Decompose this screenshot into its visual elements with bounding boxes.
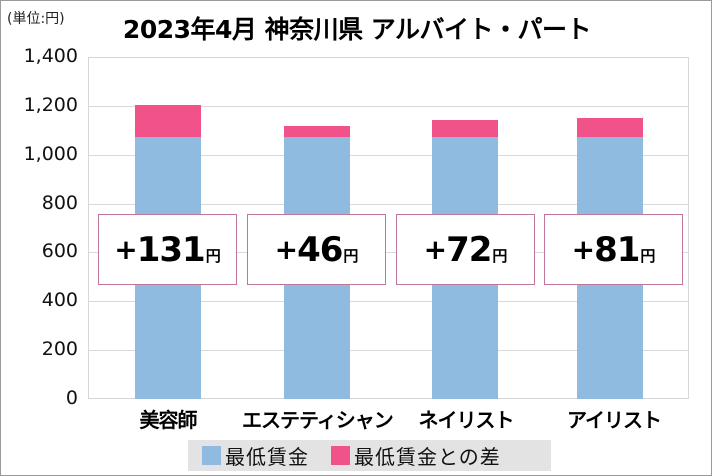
diff-label-box: +81 円: [544, 214, 683, 285]
y-tick-label: 0: [65, 387, 78, 409]
gridline: [88, 252, 689, 253]
plus-sign: +: [571, 233, 595, 266]
plot-area: [88, 57, 689, 399]
plus-sign: +: [114, 233, 137, 266]
legend-label: 最低賃金: [225, 445, 309, 469]
legend-item-min-wage: 最低賃金: [202, 441, 309, 470]
bar-segment-diff: [135, 105, 201, 138]
legend: 最低賃金 最低賃金との差: [188, 440, 551, 471]
chart-title: 2023年4月 神奈川県 アルバイト・パート: [122, 15, 592, 44]
y-tick-label: 1,000: [23, 143, 78, 165]
diff-value: 81: [594, 229, 640, 270]
bar-segment-diff: [577, 117, 643, 138]
x-category-label: 美容師: [139, 408, 198, 432]
x-category-label: エステティシャン: [242, 408, 394, 432]
diff-label-box: +72 円: [396, 214, 535, 285]
diff-label-box: +46 円: [247, 214, 386, 285]
gridline: [88, 106, 689, 107]
y-tick-label: 1,400: [23, 45, 78, 67]
y-tick-label: 1,200: [23, 94, 78, 116]
y-tick-label: 800: [41, 192, 78, 214]
y-tick-label: 600: [41, 240, 78, 262]
diff-value: 131: [136, 229, 206, 270]
legend-item-diff: 最低賃金との差: [331, 441, 501, 470]
gridline: [88, 155, 689, 156]
legend-swatch-pink: [331, 446, 350, 465]
gridline: [88, 350, 689, 351]
y-tick-label: 400: [41, 289, 78, 311]
bar-segment-diff: [284, 126, 350, 138]
unit-label: (単位:円): [7, 11, 65, 27]
plus-sign: +: [423, 233, 447, 266]
x-category-label: アイリスト: [567, 408, 662, 432]
gridline: [88, 301, 689, 302]
yen-unit: 円: [492, 247, 508, 265]
legend-label: 最低賃金との差: [354, 445, 501, 469]
yen-unit: 円: [640, 247, 656, 265]
diff-value: 72: [446, 229, 492, 270]
yen-unit: 円: [343, 247, 359, 265]
diff-label-box: +131 円: [98, 214, 237, 285]
plus-sign: +: [274, 233, 298, 266]
y-tick-label: 200: [41, 338, 78, 360]
diff-value: 46: [297, 229, 343, 270]
x-category-label: ネイリスト: [418, 408, 515, 432]
yen-unit: 円: [205, 247, 221, 265]
legend-swatch-blue: [202, 446, 221, 465]
bar-segment-diff: [432, 119, 498, 138]
gridline: [88, 204, 689, 205]
